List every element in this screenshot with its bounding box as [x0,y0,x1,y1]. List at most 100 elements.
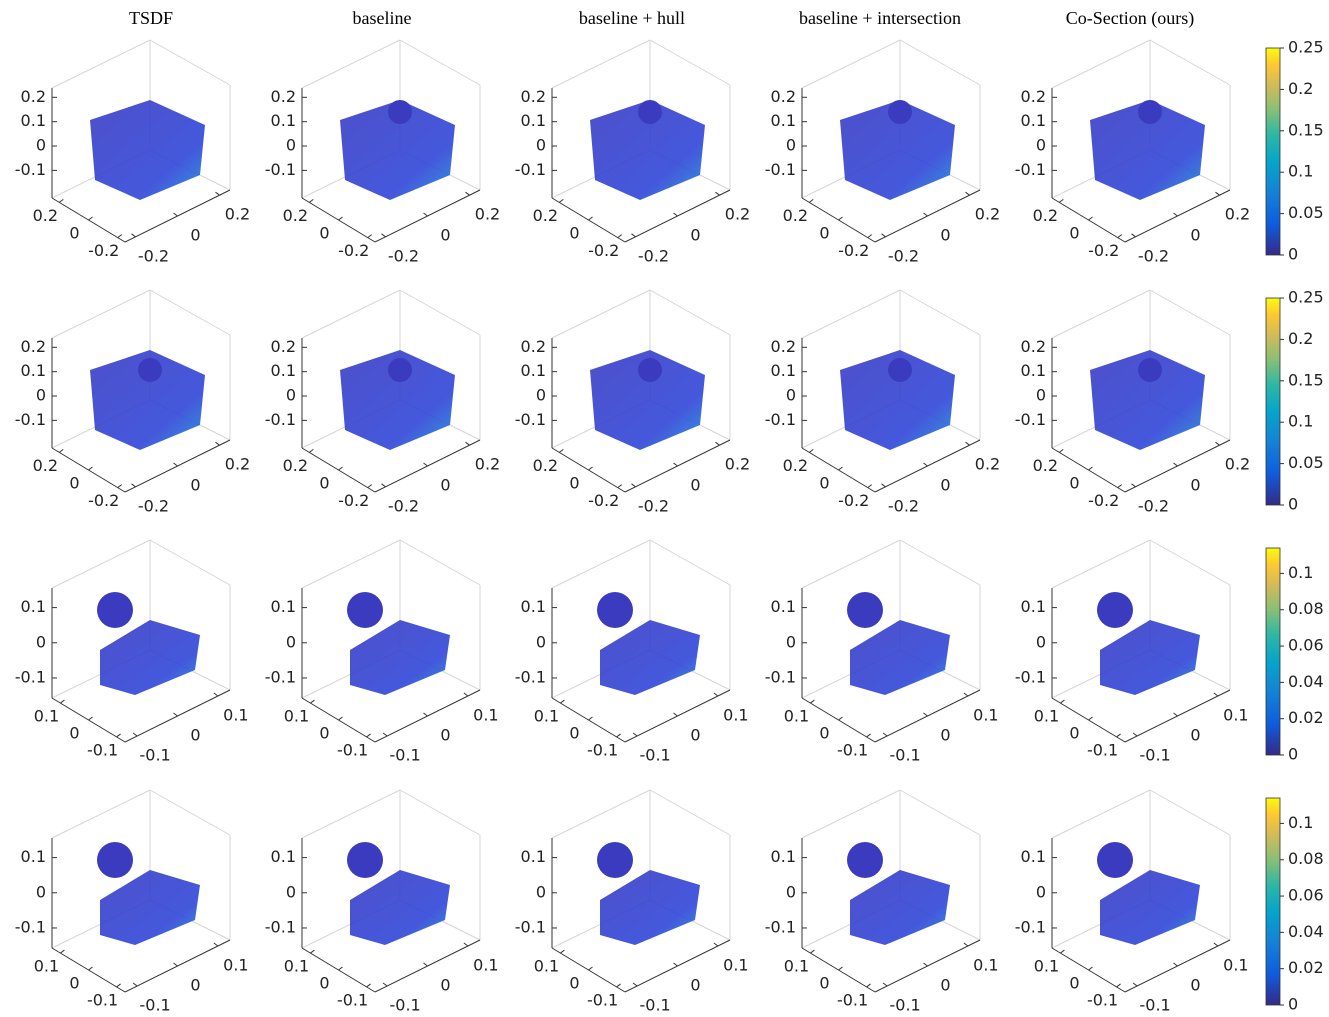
axis-box-line [649,539,731,586]
z-tick-label: 0 [1036,632,1046,651]
reconstruction [90,100,205,200]
x-tick-label: 0.1 [34,707,59,726]
y-tick [423,212,428,217]
reconstruction [90,350,205,450]
x-tick [338,216,343,221]
sphere [1097,592,1133,628]
reconstruction [600,870,700,945]
y-tick [463,692,469,697]
x-tick [560,699,565,704]
axis-box-line [149,289,231,336]
axis-box-line [301,789,401,839]
x-tick [1060,699,1065,704]
x-tick [366,733,371,738]
y-tick-label: -0.1 [390,996,421,1015]
y-tick [215,191,220,196]
x-tick [1088,466,1093,471]
z-tick-label: 0.2 [21,337,46,356]
axis-box-line [1149,539,1231,586]
y-tick-label: -0.1 [640,746,671,765]
x-tick [588,966,593,971]
y-tick [632,982,638,987]
y-tick-label: 0.1 [723,706,748,725]
x-tick [867,484,873,489]
y-tick [631,483,636,488]
colorbar-tick-label: 0.02 [1288,958,1324,977]
y-tick-label: 0 [690,476,700,495]
z-tick-label: -0.1 [15,160,46,179]
y-tick-label: 0.2 [1225,455,1250,474]
z-tick-label: -0.1 [515,410,546,429]
y-tick-label: 0 [190,226,200,245]
z-tick-label: 0 [786,136,796,155]
y-tick [173,212,178,217]
y-tick [423,962,428,967]
y-tick-label: 0 [940,976,950,995]
z-tick-label: 0.2 [771,87,796,106]
y-tick-label: 0.2 [475,455,500,474]
sphere [347,592,383,628]
z-tick-label: -0.1 [765,160,796,179]
y-tick-label: -0.2 [388,496,419,515]
z-tick-label: 0 [786,882,796,901]
y-tick-label: 0.1 [473,956,498,975]
x-tick [617,484,623,489]
x-tick [588,716,593,721]
y-tick [463,942,469,947]
z-tick-label: 0 [536,136,546,155]
y-tick [713,692,719,697]
axis-box-line [1149,39,1231,86]
axis-box-line [1149,789,1231,836]
x-tick [116,733,121,738]
x-tick [866,983,871,988]
axis-box-line [149,39,231,86]
y-tick-label: 0.1 [223,706,248,725]
z-tick-label: 0 [1036,882,1046,901]
y-tick-label: 0.1 [1223,706,1248,725]
x-tick-label: -0.1 [87,740,118,759]
y-tick [213,692,219,697]
colorbar-tick-label: 0.25 [1288,288,1324,307]
z-tick-label: 0.1 [271,847,296,866]
reconstruction [1100,620,1200,695]
x-tick [838,966,843,971]
x-tick [560,949,565,954]
x-tick-label: -0.1 [1087,740,1118,759]
column-title: Co-Section (ours) [1066,8,1194,29]
axis-box-line [1051,39,1151,89]
z-tick-label: 0.1 [771,597,796,616]
z-tick-label: 0.1 [21,597,46,616]
z-tick-label: -0.1 [265,917,296,936]
x-tick-label: 0 [569,724,579,743]
x-tick [88,966,93,971]
y-tick [131,483,136,488]
sphere [1138,100,1162,124]
axis-box-line [551,289,651,339]
x-tick [1059,448,1064,453]
x-tick [617,234,623,239]
z-tick-label: 0.1 [1021,847,1046,866]
x-tick [838,466,843,471]
colorbar-tick-label: 0.15 [1288,120,1324,139]
y-tick-label: 0.2 [475,205,500,224]
z-tick-label: 0 [1036,136,1046,155]
y-tick [631,233,636,238]
y-tick-label: 0.1 [723,956,748,975]
z-tick-label: 0.1 [1021,361,1046,380]
y-tick-label: 0 [440,476,450,495]
column-title: baseline + hull [579,8,685,28]
z-tick-label: 0.1 [771,361,796,380]
sphere [888,100,912,124]
reconstruction [1090,100,1205,200]
z-tick-label: 0 [536,882,546,901]
y-tick [1132,982,1138,987]
x-tick-label: 0 [319,474,329,493]
z-tick-label: 0 [286,882,296,901]
x-tick-label: -0.1 [587,740,618,759]
y-tick-label: 0.2 [225,205,250,224]
axis-box-line [899,539,981,586]
y-tick-label: -0.1 [390,746,421,765]
colorbar [1265,47,1281,256]
z-tick-label: -0.1 [765,917,796,936]
reconstruction [340,350,455,450]
